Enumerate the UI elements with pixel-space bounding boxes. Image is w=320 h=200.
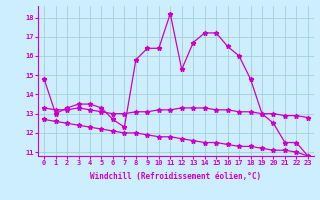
X-axis label: Windchill (Refroidissement éolien,°C): Windchill (Refroidissement éolien,°C) — [91, 172, 261, 181]
